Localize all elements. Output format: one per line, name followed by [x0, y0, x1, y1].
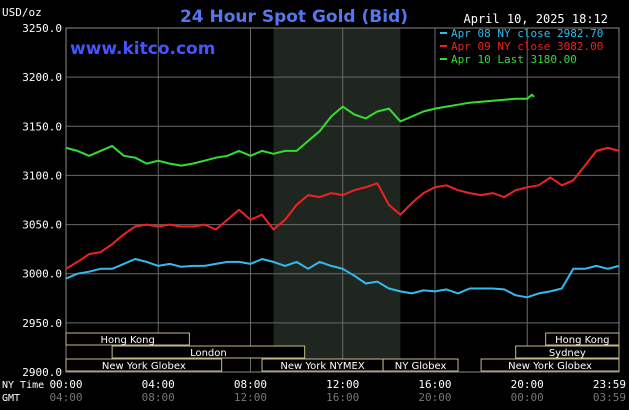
x-tick-label-ny: 04:00	[142, 378, 175, 391]
session-label: New York Globex	[508, 361, 592, 372]
session-bar	[480, 358, 620, 372]
x-tick-label-ny: 08:00	[234, 378, 267, 391]
y-tick-label: 3050.0	[22, 219, 62, 232]
session-bar	[65, 358, 223, 372]
x-tick-label-gmt: 16:00	[326, 391, 359, 404]
chart-title: 24 Hour Spot Gold (Bid)	[180, 7, 408, 27]
source-watermark: www.kitco.com	[70, 39, 215, 59]
y-axis-ticks: 3250.0 3200.0 3150.0 3100.0 3050.0 3000.0 2950…	[22, 22, 62, 379]
y-tick-label: 3150.0	[22, 120, 62, 133]
trading-sessions: Hong Kong Hong Kong London Sydney New York G…	[65, 332, 620, 372]
series-line-1	[65, 258, 620, 299]
session-bar	[111, 345, 306, 359]
chart-date: April 10, 2025 18:12	[464, 12, 609, 26]
x-axis-ticks: 00:0004:0004:0008:0008:0012:0012:0016:00…	[49, 378, 626, 404]
x-tick-label-ny: 16:00	[418, 378, 451, 391]
y-tick-label: 3250.0	[22, 22, 62, 35]
legend-label-2: Apr 09 NY close 3082.00	[451, 40, 603, 53]
legend-label-1: Apr 08 NY close 2982.70	[451, 27, 603, 40]
x-tick-label-gmt: 03:59	[593, 391, 626, 404]
session-label: Hong Kong	[555, 335, 609, 346]
x-tick-label-gmt: 20:00	[418, 391, 451, 404]
y-tick-label: 2900.0	[22, 366, 62, 379]
x-tick-label-gmt: 12:00	[234, 391, 267, 404]
session-label: New York Globex	[102, 361, 186, 372]
plot-frame	[65, 27, 620, 373]
x-tick-label-ny: 20:00	[511, 378, 544, 391]
nymex-session-shade	[273, 28, 401, 372]
x-axis-label-ny: NY Time	[2, 380, 44, 391]
session-label: London	[190, 348, 227, 359]
series-line-2	[65, 146, 620, 270]
session-bar	[515, 345, 620, 359]
y-tick-label: 3100.0	[22, 169, 62, 182]
y-tick-label: 2950.0	[22, 317, 62, 330]
session-label: Sydney	[549, 348, 586, 359]
legend-label-3: Apr 10 Last 3180.00	[451, 53, 577, 66]
x-tick-label-ny: 23:59	[593, 378, 626, 391]
session-bar	[65, 332, 190, 346]
session-bar	[545, 332, 620, 346]
session-label: New York NYMEX	[280, 361, 365, 372]
x-tick-label-ny: 00:00	[49, 378, 82, 391]
session-label: Hong Kong	[101, 335, 155, 346]
x-tick-label-gmt: 04:00	[49, 391, 82, 404]
y-tick-label: 3000.0	[22, 268, 62, 281]
session-bar	[382, 358, 459, 372]
x-axis-label-gmt: GMT	[2, 393, 20, 404]
session-label: NY Globex	[395, 361, 447, 372]
series-layer	[65, 93, 620, 299]
y-tick-label: 3200.0	[22, 71, 62, 84]
y-axis-label: USD/oz	[2, 6, 42, 19]
x-tick-label-ny: 12:00	[326, 378, 359, 391]
series-line-3	[65, 93, 535, 167]
x-tick-label-gmt: 08:00	[142, 391, 175, 404]
x-tick-label-gmt: 00:00	[511, 391, 544, 404]
